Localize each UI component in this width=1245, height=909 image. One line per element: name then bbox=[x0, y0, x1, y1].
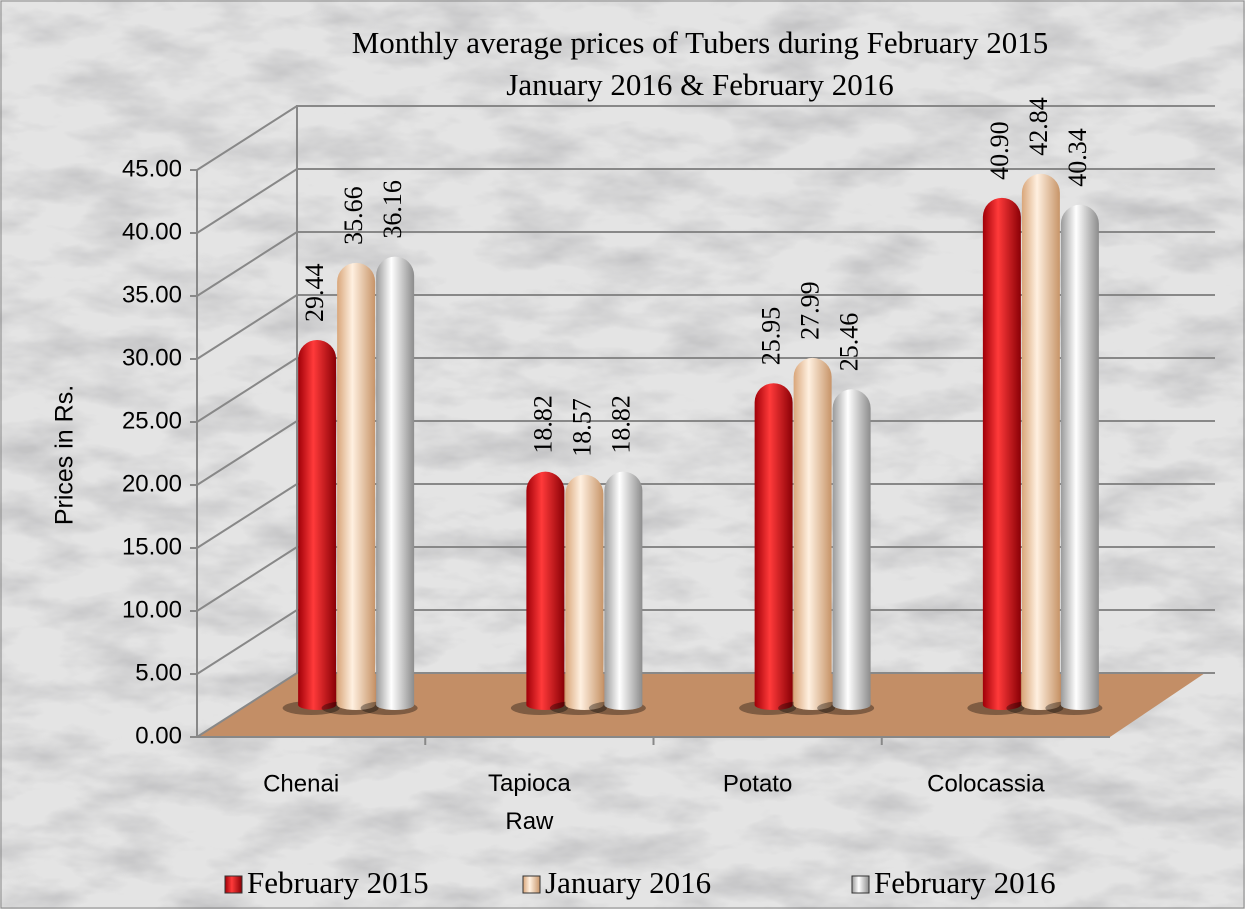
x-tick-label: Potato bbox=[723, 770, 792, 797]
bar bbox=[754, 383, 793, 710]
grid-line bbox=[196, 105, 298, 171]
grid-line bbox=[196, 609, 298, 675]
data-label: 40.90 bbox=[985, 121, 1014, 180]
y-tick-label: 30.00 bbox=[122, 344, 182, 371]
data-label: 18.82 bbox=[606, 395, 635, 454]
bar bbox=[526, 471, 565, 710]
legend-swatch bbox=[522, 875, 541, 894]
grid-line bbox=[196, 357, 298, 423]
legend-swatch bbox=[851, 875, 870, 894]
y-tick-label: 10.00 bbox=[122, 596, 182, 623]
x-tick-label: Chenai bbox=[263, 770, 339, 797]
grid-line bbox=[196, 294, 298, 360]
grid-line bbox=[196, 546, 298, 612]
chart-title: January 2016 & February 2016 bbox=[506, 67, 893, 102]
y-tick-label: 40.00 bbox=[122, 218, 182, 245]
data-label: 25.46 bbox=[835, 313, 864, 372]
y-axis-label: Prices in Rs. bbox=[51, 385, 79, 525]
data-label: 36.16 bbox=[378, 180, 407, 239]
bar bbox=[1060, 204, 1099, 710]
y-tick-label: 20.00 bbox=[122, 470, 182, 497]
data-label: 27.99 bbox=[796, 281, 825, 340]
y-tick-label: 5.00 bbox=[135, 659, 182, 686]
legend-label: January 2016 bbox=[545, 865, 711, 900]
floor bbox=[197, 673, 1205, 737]
x-tick-label: Tapioca Raw bbox=[488, 770, 571, 835]
y-tick-label: 25.00 bbox=[122, 407, 182, 434]
data-label: 42.84 bbox=[1024, 97, 1053, 156]
y-tick-label: 35.00 bbox=[122, 281, 182, 308]
legend-swatch bbox=[224, 875, 243, 894]
bar bbox=[604, 471, 643, 710]
grid-line bbox=[196, 483, 298, 549]
grid-line bbox=[196, 231, 298, 297]
data-label: 40.34 bbox=[1063, 128, 1092, 187]
data-label: 29.44 bbox=[300, 263, 329, 322]
legend-label: February 2015 bbox=[247, 865, 429, 900]
bar bbox=[337, 262, 376, 710]
y-tick-label: 45.00 bbox=[122, 155, 182, 182]
x-tick-label: Colocassia bbox=[927, 770, 1045, 797]
chart-title: Monthly average prices of Tubers during … bbox=[352, 25, 1049, 60]
grid-line bbox=[196, 168, 298, 234]
y-tick-label: 0.00 bbox=[135, 722, 182, 749]
bar bbox=[1021, 173, 1060, 710]
bar bbox=[832, 389, 871, 710]
grid-line bbox=[196, 672, 298, 738]
data-label: 18.57 bbox=[567, 398, 596, 457]
legend-label: February 2016 bbox=[874, 865, 1056, 900]
bar bbox=[982, 197, 1021, 711]
data-label: 35.66 bbox=[339, 186, 368, 245]
data-label: 25.95 bbox=[757, 307, 786, 366]
bar bbox=[793, 357, 832, 710]
grid-line bbox=[196, 420, 298, 486]
data-label: 18.82 bbox=[528, 395, 557, 454]
bar bbox=[298, 339, 337, 710]
y-tick-label: 15.00 bbox=[122, 533, 182, 560]
bar bbox=[565, 474, 604, 710]
bar bbox=[376, 256, 415, 710]
